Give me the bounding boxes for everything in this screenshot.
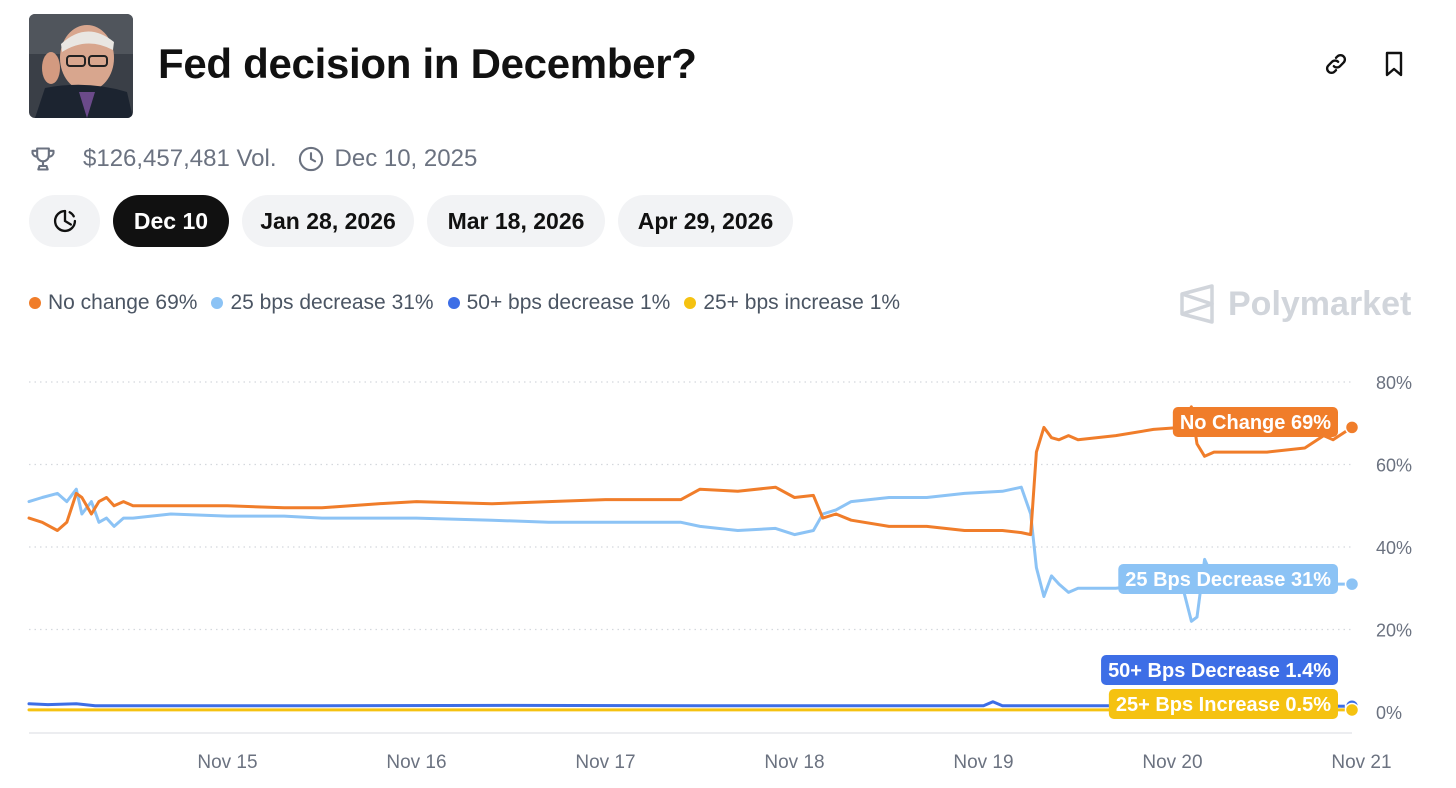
series-end-dot: [1344, 576, 1360, 592]
x-tick-label: Nov 21: [1331, 752, 1391, 773]
series-end-label: No Change 69%: [1172, 407, 1338, 437]
history-tab[interactable]: [29, 195, 100, 247]
y-tick-label: 60%: [1376, 456, 1412, 476]
legend-label: 50+ bps decrease 1%: [466, 291, 671, 314]
market-meta: $126,457,481 Vol. Dec 10, 2025: [29, 142, 477, 176]
tab-jan-28-2026[interactable]: Jan 28, 2026: [242, 195, 414, 247]
legend-item-25-bps-increase[interactable]: 25+ bps increase 1%: [684, 291, 900, 315]
page-title: Fed decision in December?: [158, 40, 697, 87]
legend-item-no-change[interactable]: No change 69%: [29, 291, 197, 315]
end-date-text: Dec 10, 2025: [334, 145, 478, 172]
chart-legend: No change 69% 25 bps decrease 31% 50+ bp…: [29, 291, 914, 315]
x-tick-label: Nov 16: [386, 752, 446, 773]
probability-chart: 0% 20% 40% 60% 80% Nov 15 Nov 16 Nov 17 Nov 18 No…: [27, 373, 1412, 773]
series-end-label: 50+ Bps Decrease 1.4%: [1101, 655, 1338, 685]
x-tick-label: Nov 18: [764, 752, 824, 773]
clock-icon: [297, 145, 325, 173]
y-tick-label: 40%: [1376, 538, 1412, 558]
legend-dot: [447, 297, 460, 309]
series-end-label-bg: [1118, 564, 1338, 594]
series-end-label-bg: [1101, 655, 1338, 685]
tab-apr-29-2026[interactable]: Apr 29, 2026: [618, 195, 793, 247]
trophy-icon: [29, 145, 57, 173]
brand-name: Polymarket: [1228, 284, 1412, 323]
x-tick-label: Nov 17: [575, 752, 635, 773]
volume-text: $126,457,481 Vol.: [83, 145, 277, 172]
series-end-label: 25 Bps Decrease 31%: [1118, 564, 1338, 594]
y-tick-label: 20%: [1376, 621, 1412, 641]
y-tick-label: 80%: [1376, 373, 1412, 393]
link-icon[interactable]: [1320, 48, 1352, 80]
x-tick-label: Nov 15: [197, 752, 257, 773]
market-avatar: [29, 14, 133, 118]
legend-item-25-bps-decrease[interactable]: 25 bps decrease 31%: [211, 291, 434, 315]
legend-dot: [29, 297, 41, 309]
tab-mar-18-2026[interactable]: Mar 18, 2026: [427, 195, 605, 247]
polymarket-logo: Polymarket: [1178, 283, 1411, 325]
series-end-label: 25+ Bps Increase 0.5%: [1108, 689, 1338, 719]
polymarket-icon: [1180, 284, 1214, 324]
history-icon: [51, 207, 79, 235]
bookmark-icon[interactable]: [1378, 48, 1410, 80]
x-tick-label: Nov 19: [953, 752, 1013, 773]
series-end-label-text: 25 Bps Decrease 31%: [1125, 569, 1331, 591]
series-end-dot: [1344, 420, 1360, 435]
legend-dot: [684, 297, 697, 309]
tab-dec-10[interactable]: Dec 10: [113, 195, 229, 247]
legend-label: 25+ bps increase 1%: [703, 291, 901, 314]
series-end-label-text: No Change 69%: [1180, 412, 1331, 434]
series-end-label-text: 25+ Bps Increase 0.5%: [1116, 694, 1331, 716]
legend-dot: [211, 297, 224, 309]
y-tick-label: 0%: [1376, 703, 1402, 723]
series-end-label-bg: [1172, 407, 1338, 437]
series-end-dot: [1344, 702, 1360, 718]
series-end-label-bg: [1108, 689, 1338, 719]
legend-label: No change 69%: [48, 291, 198, 314]
legend-item-50-bps-decrease[interactable]: 50+ bps decrease 1%: [447, 291, 671, 315]
series-line-25-bps-decrease: [27, 485, 1354, 623]
date-tabs: Dec 10 Jan 28, 2026 Mar 18, 2026 Apr 29,…: [29, 195, 793, 247]
x-tick-label: Nov 20: [1142, 752, 1202, 773]
legend-label: 25 bps decrease 31%: [230, 291, 434, 314]
series-end-label-text: 50+ Bps Decrease 1.4%: [1108, 660, 1331, 682]
